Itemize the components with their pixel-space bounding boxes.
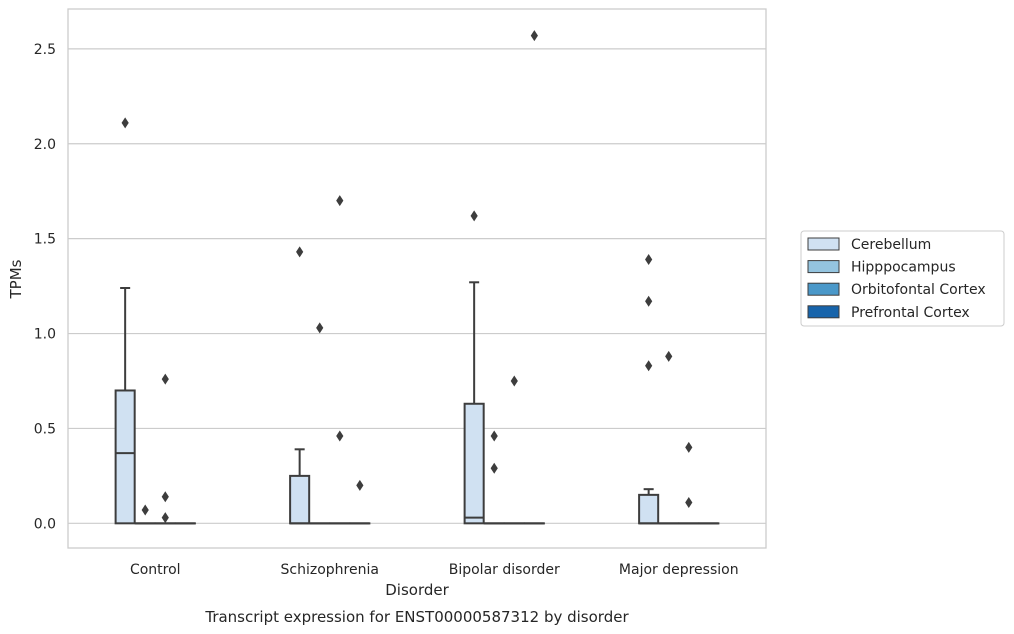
- outlier-point: [161, 373, 169, 385]
- outlier-point: [316, 322, 324, 334]
- legend: Cerebellum Hipppocampus Orbitofontal Corte…: [800, 230, 1005, 327]
- legend-label: Prefrontal Cortex: [851, 305, 970, 321]
- box-body: [638, 493, 660, 525]
- x-tick-label: Control: [130, 562, 181, 578]
- outlier-point: [510, 375, 518, 387]
- x-tick-label: Bipolar disorder: [449, 562, 560, 578]
- outlier-point: [645, 254, 653, 266]
- y-tick-label: 2.5: [34, 42, 56, 58]
- outlier-point: [161, 491, 169, 503]
- outlier-point: [665, 350, 673, 362]
- legend-swatch: [807, 282, 840, 296]
- legend-label: Orbitofontal Cortex: [851, 282, 986, 298]
- y-axis-label: TPMs: [7, 259, 25, 299]
- outlier-point: [470, 210, 478, 222]
- outlier-point: [645, 360, 653, 372]
- outlier-point: [296, 246, 304, 258]
- outlier-point: [356, 479, 364, 491]
- y-tick-label: 1.0: [34, 327, 56, 343]
- outlier-point: [161, 512, 169, 524]
- outlier-point: [645, 295, 653, 307]
- outlier-point: [490, 430, 498, 442]
- legend-swatch: [807, 237, 840, 251]
- box-body: [289, 474, 311, 525]
- box-cerebellum: [114, 286, 136, 525]
- outlier-points: [121, 30, 693, 524]
- legend-swatch: [807, 260, 840, 274]
- box-body: [463, 402, 485, 525]
- box-cerebellum: [289, 448, 311, 525]
- box-cerebellum: [463, 281, 485, 525]
- outlier-point: [490, 462, 498, 474]
- outlier-point: [336, 195, 344, 207]
- y-tick-label: 0.5: [34, 421, 56, 437]
- outlier-point: [530, 30, 538, 42]
- x-axis-label: Disorder: [385, 581, 449, 599]
- y-tick-label: 1.5: [34, 232, 56, 248]
- y-tick-labels: 0.0 0.5 1.0 1.5 2.0 2.5: [34, 42, 56, 532]
- y-tick-label: 2.0: [34, 137, 56, 153]
- legend-label: Cerebellum: [851, 237, 931, 253]
- x-tick-label: Major depression: [619, 562, 739, 578]
- legend-swatch: [807, 305, 840, 319]
- outlier-point: [685, 496, 693, 508]
- box-cerebellum: [638, 488, 660, 525]
- legend-label: Hipppocampus: [851, 260, 956, 276]
- legend-frame: [800, 230, 1005, 327]
- outlier-point: [685, 441, 693, 453]
- x-tick-labels: Control Schizophrenia Bipolar disorder Majo…: [130, 562, 739, 578]
- y-tick-label: 0.0: [34, 516, 56, 532]
- boxes: [114, 281, 720, 525]
- x-tick-label: Schizophrenia: [281, 562, 379, 578]
- box-body: [114, 389, 136, 525]
- chart-caption: Transcript expression for ENST0000058731…: [204, 608, 629, 626]
- outlier-point: [141, 504, 149, 516]
- outlier-point: [121, 117, 129, 129]
- outlier-point: [336, 430, 344, 442]
- plot-frame: [67, 8, 767, 549]
